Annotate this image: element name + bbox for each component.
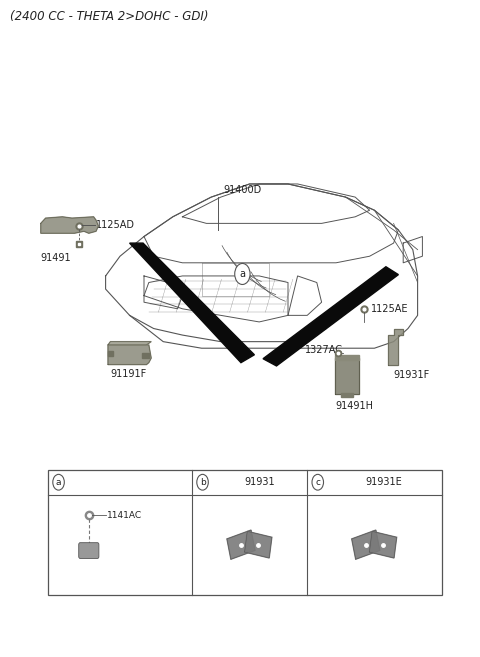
Text: b: b	[200, 478, 205, 487]
Text: a: a	[240, 269, 245, 279]
Polygon shape	[41, 217, 98, 233]
Text: 1327AC: 1327AC	[305, 344, 343, 355]
Polygon shape	[341, 393, 353, 397]
Text: c: c	[315, 478, 320, 487]
Polygon shape	[263, 267, 398, 366]
Polygon shape	[352, 530, 380, 559]
Polygon shape	[370, 532, 396, 558]
Text: 91931: 91931	[244, 477, 275, 487]
Polygon shape	[227, 530, 255, 559]
Circle shape	[197, 474, 208, 490]
Circle shape	[235, 263, 250, 284]
FancyBboxPatch shape	[79, 543, 99, 558]
Polygon shape	[335, 355, 359, 360]
Polygon shape	[142, 353, 149, 358]
Text: 91931E: 91931E	[366, 477, 402, 487]
Text: 91491H: 91491H	[335, 401, 373, 411]
Bar	[48, 470, 442, 595]
Text: 1125AE: 1125AE	[371, 304, 408, 314]
Text: 91491: 91491	[41, 253, 72, 263]
Polygon shape	[245, 532, 272, 558]
Polygon shape	[388, 328, 403, 365]
Polygon shape	[130, 243, 254, 363]
Text: 91191F: 91191F	[110, 369, 147, 379]
Text: 91400D: 91400D	[223, 185, 262, 195]
Polygon shape	[108, 351, 113, 356]
Text: (2400 CC - THETA 2>DOHC - GDI): (2400 CC - THETA 2>DOHC - GDI)	[10, 10, 208, 23]
Text: 1125AD: 1125AD	[96, 219, 135, 230]
Polygon shape	[335, 358, 359, 394]
Text: 91931F: 91931F	[394, 370, 430, 380]
Polygon shape	[108, 342, 151, 345]
Text: 1141AC: 1141AC	[107, 510, 142, 520]
Circle shape	[312, 474, 324, 490]
Text: a: a	[56, 478, 61, 487]
Polygon shape	[108, 345, 151, 365]
Circle shape	[53, 474, 64, 490]
